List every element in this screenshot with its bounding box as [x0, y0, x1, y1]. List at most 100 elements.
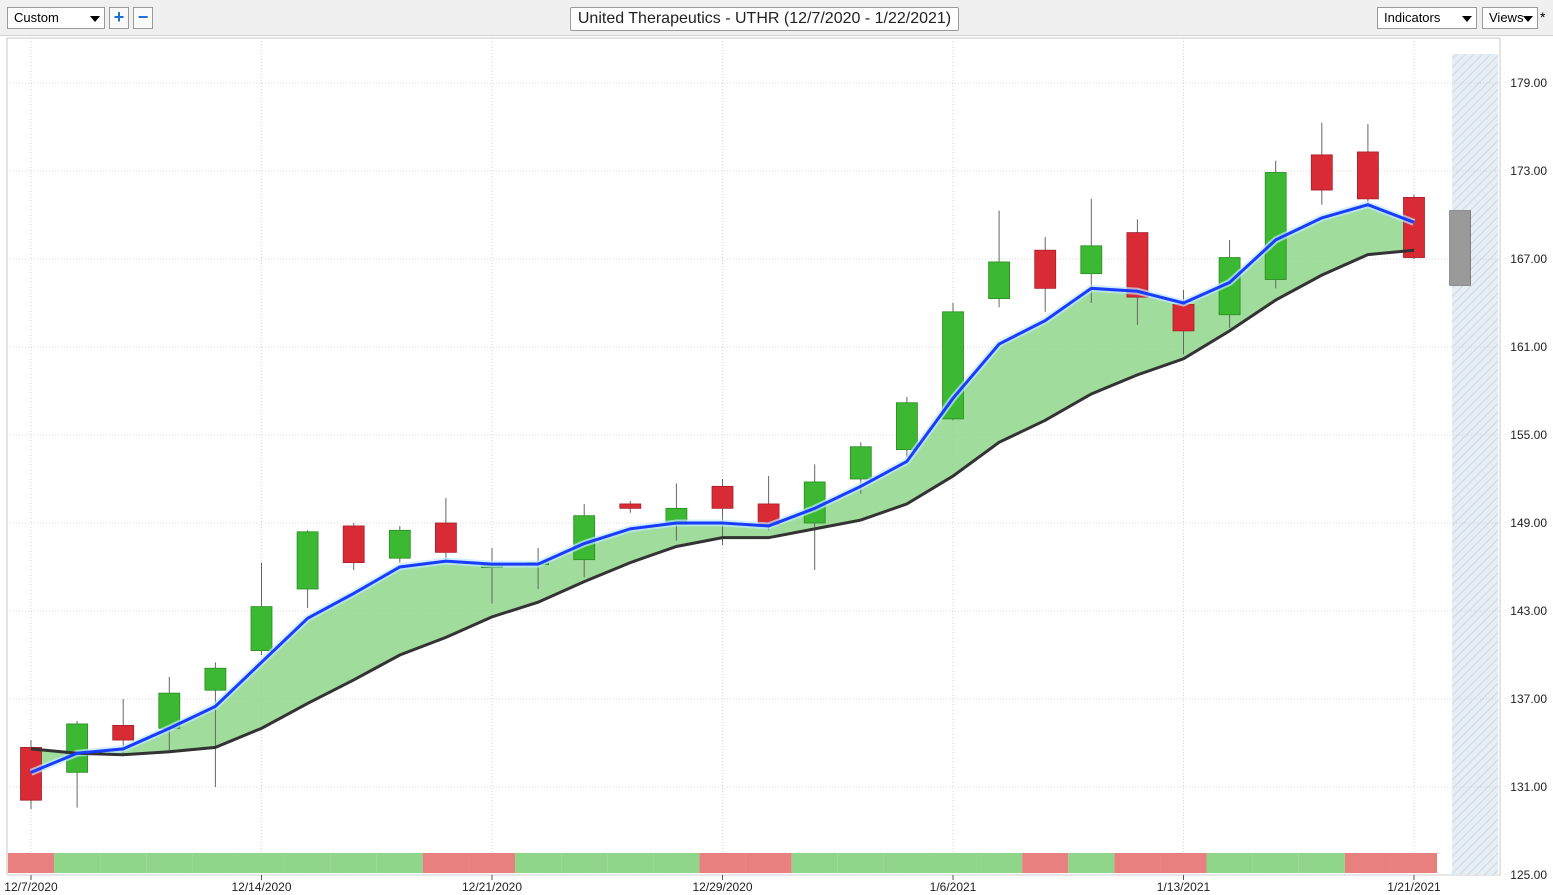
info-dot-icon — [230, 46, 235, 51]
signal-segment — [699, 853, 746, 873]
x-tick-label: 12/14/2020 — [231, 880, 291, 894]
candle-up — [158, 692, 181, 729]
legend-label: Medium.Predict — [142, 38, 226, 52]
signal-segment — [1068, 853, 1115, 873]
y-tick-label: 131.00 — [1510, 780, 1547, 794]
y-tick-label: 143.00 — [1510, 604, 1547, 618]
chevron-down-icon — [1523, 16, 1533, 22]
candle-up — [988, 261, 1010, 299]
candle-up — [573, 515, 596, 561]
views-select[interactable]: Views — [1482, 7, 1538, 29]
candle-down — [112, 725, 135, 741]
chart-title: United Therapeutics - UTHR (12/7/2020 - … — [577, 10, 952, 27]
y-tick-label: 125.00 — [1510, 868, 1547, 882]
candle-up — [896, 402, 918, 451]
candle-up — [849, 446, 872, 480]
candle-up — [250, 606, 273, 651]
signal-segment — [54, 853, 101, 873]
x-tick-label: 1/21/2021 — [1387, 880, 1441, 894]
custom-select[interactable]: Custom — [7, 7, 105, 29]
zoom-out-button[interactable]: − — [133, 7, 153, 29]
signal-segment — [192, 853, 239, 873]
custom-select-label: Custom — [14, 10, 59, 25]
toolbar: Custom + − United Therapeutics - UTHR (1… — [0, 0, 1553, 36]
signal-segment — [7, 853, 55, 873]
signal-segment — [1344, 853, 1391, 873]
line-swatch-icon — [122, 43, 138, 47]
candle-down — [1357, 151, 1379, 200]
candle-down — [20, 747, 42, 801]
candle-up — [1218, 257, 1241, 316]
candle-down — [1172, 304, 1195, 332]
candle-down — [757, 503, 780, 525]
plus-icon: + — [113, 7, 125, 27]
signal-segment — [561, 853, 608, 873]
signal-segment — [238, 853, 285, 873]
signal-segment — [330, 853, 377, 873]
views-select-label: Views — [1489, 10, 1524, 25]
zoom-in-button[interactable]: + — [109, 7, 129, 29]
plot-area — [6, 37, 1501, 876]
signal-segment — [653, 853, 700, 873]
signal-segment — [376, 853, 423, 873]
signal-segment — [1022, 853, 1069, 873]
y-tick-label: 149.00 — [1510, 516, 1547, 530]
chart-title-box[interactable]: United Therapeutics - UTHR (12/7/2020 - … — [570, 7, 959, 31]
x-tick-label: 1/13/2021 — [1157, 880, 1211, 894]
indicators-select[interactable]: Indicators — [1377, 7, 1477, 29]
candle-up — [388, 529, 411, 559]
signal-segment — [976, 853, 1023, 873]
y-tick-label: 167.00 — [1510, 252, 1547, 266]
y-tick-label: 137.00 — [1510, 692, 1547, 706]
signal-segment — [1298, 853, 1345, 873]
signal-segment — [284, 853, 331, 873]
candle-down — [1126, 232, 1149, 298]
candle-up — [803, 481, 826, 524]
signal-segment — [929, 853, 977, 873]
info-dot-icon — [468, 46, 473, 51]
candle-up — [942, 311, 964, 420]
y-tick-label: 161.00 — [1510, 340, 1547, 354]
x-tick-label: 12/21/2020 — [462, 880, 522, 894]
minus-icon: − — [137, 7, 149, 27]
predict-actual-band — [31, 204, 1414, 773]
star-marker: * — [1540, 9, 1546, 25]
y-tick-label: 173.00 — [1510, 164, 1547, 178]
signal-segment — [883, 853, 930, 873]
signal-segment — [422, 853, 469, 873]
x-tick-label: 12/7/2020 — [4, 880, 58, 894]
candle-up — [66, 723, 88, 773]
forecast-bar — [1449, 210, 1471, 286]
indicators-select-label: Indicators — [1384, 10, 1441, 25]
chevron-down-icon — [1462, 16, 1472, 22]
line-swatch-icon — [254, 43, 270, 47]
signal-segment — [607, 853, 654, 873]
forecast-zone — [1452, 54, 1499, 875]
signal-swatch-icon — [376, 42, 389, 49]
signal-segment — [515, 853, 562, 873]
candle-up — [481, 565, 503, 568]
signal-segment — [1114, 853, 1161, 873]
signal-segment — [1160, 853, 1207, 873]
candle-down — [619, 503, 642, 509]
x-tick-label: 12/29/2020 — [692, 880, 752, 894]
candle-up — [296, 531, 319, 590]
legend-label: Bar — [94, 38, 113, 52]
actual-line — [30, 248, 1415, 757]
signal-segment — [1206, 853, 1253, 873]
predict-line-glow — [29, 201, 1416, 776]
chevron-down-icon — [90, 16, 100, 22]
signal-segment — [146, 853, 193, 873]
candle-down — [434, 522, 457, 553]
candle-up — [204, 667, 227, 691]
candle-down — [1310, 154, 1333, 191]
candle-up — [1264, 172, 1287, 280]
candle-up — [665, 507, 688, 525]
signal-segment — [1252, 853, 1299, 873]
candle-up — [527, 562, 549, 565]
legend-label: NeuralX.Max — [396, 38, 466, 52]
candle-down — [711, 485, 734, 509]
signal-segment — [1390, 853, 1438, 873]
candle-down — [1403, 196, 1425, 258]
